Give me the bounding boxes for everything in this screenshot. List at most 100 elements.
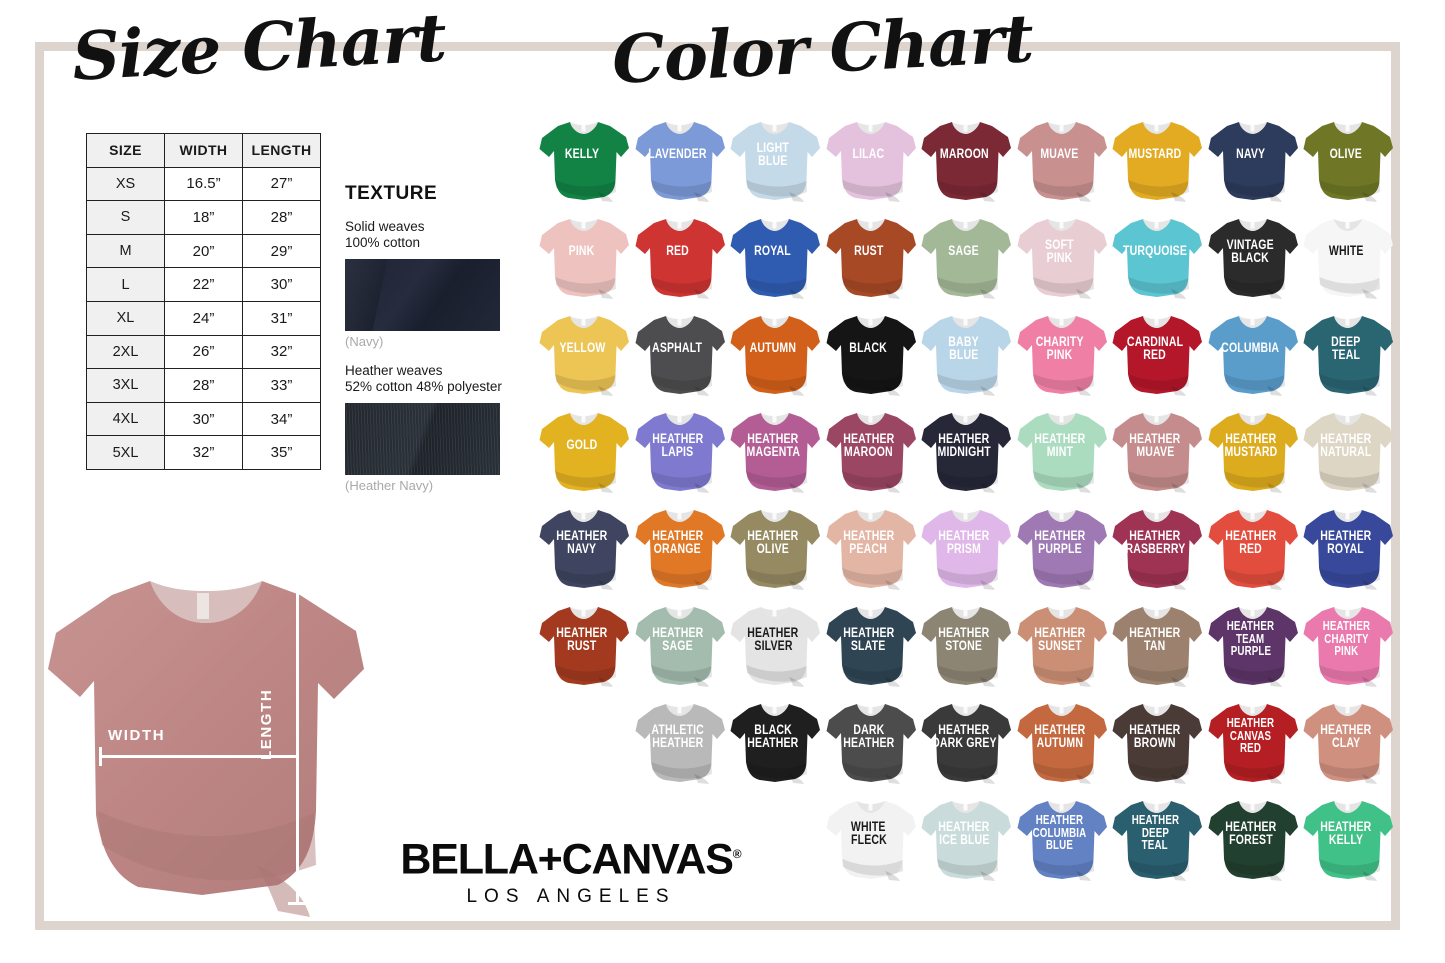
tshirt-icon	[729, 603, 821, 687]
color-swatch-cardinal-red[interactable]: CARDINAL RED	[1109, 306, 1205, 403]
color-swatch-heather-royal[interactable]: HEATHER ROYAL	[1300, 500, 1396, 597]
color-swatch-heather-kelly[interactable]: HEATHER KELLY	[1300, 791, 1396, 888]
color-swatch-heather-maroon[interactable]: HEATHER MAROON	[823, 403, 919, 500]
color-swatch-heather-slate[interactable]: HEATHER SLATE	[823, 597, 919, 694]
color-swatch-heather-orange[interactable]: HEATHER ORANGE	[632, 500, 728, 597]
color-swatch-olive[interactable]: OLIVE	[1300, 112, 1396, 209]
color-swatch-autumn[interactable]: AUTUMN	[727, 306, 823, 403]
length-tick-bottom	[288, 902, 307, 905]
color-swatch-heather-rasberry[interactable]: HEATHER RASBERRY	[1109, 500, 1205, 597]
color-swatch-muave[interactable]: MUAVE	[1014, 112, 1110, 209]
color-swatch-heather-deep-teal[interactable]: HEATHER DEEP TEAL	[1109, 791, 1205, 888]
color-swatch-baby-blue[interactable]: BABY BLUE	[918, 306, 1014, 403]
color-swatch-heather-purple[interactable]: HEATHER PURPLE	[1014, 500, 1110, 597]
tshirt-svg	[826, 801, 916, 881]
length-cell: 33”	[242, 368, 321, 403]
grid-spacer	[727, 791, 823, 888]
color-swatch-heather-silver[interactable]: HEATHER SILVER	[727, 597, 823, 694]
color-swatch-mustard[interactable]: MUSTARD	[1109, 112, 1205, 209]
color-swatch-lavender[interactable]: LAVENDER	[632, 112, 728, 209]
color-swatch-heather-red[interactable]: HEATHER RED	[1205, 500, 1301, 597]
color-swatch-heather-tan[interactable]: HEATHER TAN	[1109, 597, 1205, 694]
color-swatch-heather-olive[interactable]: HEATHER OLIVE	[727, 500, 823, 597]
color-swatch-heather-autumn[interactable]: HEATHER AUTUMN	[1014, 694, 1110, 791]
color-swatch-soft-pink[interactable]: SOFT PINK	[1014, 209, 1110, 306]
color-swatch-dark-heather[interactable]: DARK HEATHER	[823, 694, 919, 791]
color-swatch-heather-navy[interactable]: HEATHER NAVY	[536, 500, 632, 597]
tshirt-icon	[825, 312, 917, 396]
color-swatch-heather-brown[interactable]: HEATHER BROWN	[1109, 694, 1205, 791]
color-swatch-heather-clay[interactable]: HEATHER CLAY	[1300, 694, 1396, 791]
color-swatch-pink[interactable]: PINK	[536, 209, 632, 306]
color-swatch-athletic-heather[interactable]: ATHLETIC HEATHER	[632, 694, 728, 791]
color-swatch-royal[interactable]: ROYAL	[727, 209, 823, 306]
tshirt-svg	[921, 510, 1011, 590]
color-swatch-vintage-black[interactable]: VINTAGE BLACK	[1205, 209, 1301, 306]
tshirt-svg	[730, 316, 820, 396]
color-swatch-heather-stone[interactable]: HEATHER STONE	[918, 597, 1014, 694]
color-swatch-columbia[interactable]: COLUMBIA	[1205, 306, 1301, 403]
color-swatch-charity-pink[interactable]: CHARITY PINK	[1014, 306, 1110, 403]
color-swatch-deep-teal[interactable]: DEEP TEAL	[1300, 306, 1396, 403]
color-swatch-heather-forest[interactable]: HEATHER FOREST	[1205, 791, 1301, 888]
color-swatch-white[interactable]: WHITE	[1300, 209, 1396, 306]
length-cell: 30”	[242, 267, 321, 302]
color-swatch-white-fleck[interactable]: WHITE FLECK	[823, 791, 919, 888]
color-swatch-rust[interactable]: RUST	[823, 209, 919, 306]
tshirt-svg	[921, 413, 1011, 493]
color-swatch-heather-sage[interactable]: HEATHER SAGE	[632, 597, 728, 694]
color-row: ATHLETIC HEATHER BLACK HEATHER DARK HEATHER HE…	[536, 694, 1396, 791]
color-swatch-navy[interactable]: NAVY	[1205, 112, 1301, 209]
tshirt-svg	[826, 510, 916, 590]
table-row: 2XL 26” 32”	[86, 334, 321, 370]
color-swatch-heather-team-purple[interactable]: HEATHER TEAM PURPLE	[1205, 597, 1301, 694]
table-header-row: SIZE WIDTH LENGTH	[86, 133, 321, 168]
color-swatch-kelly[interactable]: KELLY	[536, 112, 632, 209]
color-swatch-heather-muave[interactable]: HEATHER MUAVE	[1109, 403, 1205, 500]
length-cell: 31”	[242, 300, 321, 336]
table-row: L 22” 30”	[86, 267, 321, 302]
color-swatch-heather-dark-grey[interactable]: HEATHER DARK GREY	[918, 694, 1014, 791]
color-swatch-heather-magenta[interactable]: HEATHER MAGENTA	[727, 403, 823, 500]
color-swatch-heather-canvas-red[interactable]: HEATHER CANVAS RED	[1205, 694, 1301, 791]
tshirt-icon	[1016, 215, 1108, 299]
color-swatch-heather-mustard[interactable]: HEATHER MUSTARD	[1205, 403, 1301, 500]
color-swatch-heather-columbia-blue[interactable]: HEATHER COLUMBIA BLUE	[1014, 791, 1110, 888]
color-swatch-heather-charity-pink[interactable]: HEATHER CHARITY PINK	[1300, 597, 1396, 694]
color-swatch-heather-peach[interactable]: HEATHER PEACH	[823, 500, 919, 597]
tshirt-svg	[1303, 607, 1393, 687]
color-swatch-light-blue[interactable]: LIGHT BLUE	[727, 112, 823, 209]
color-swatch-sage[interactable]: SAGE	[918, 209, 1014, 306]
color-swatch-heather-sunset[interactable]: HEATHER SUNSET	[1014, 597, 1110, 694]
color-swatch-heather-prism[interactable]: HEATHER PRISM	[918, 500, 1014, 597]
color-swatch-red[interactable]: RED	[632, 209, 728, 306]
width-tick-left	[99, 747, 102, 766]
color-swatch-lilac[interactable]: LILAC	[823, 112, 919, 209]
color-swatch-heather-rust[interactable]: HEATHER RUST	[536, 597, 632, 694]
color-swatch-heather-lapis[interactable]: HEATHER LAPIS	[632, 403, 728, 500]
tshirt-icon	[634, 409, 726, 493]
tshirt-svg	[826, 413, 916, 493]
color-swatch-black-heather[interactable]: BLACK HEATHER	[727, 694, 823, 791]
color-swatch-maroon[interactable]: MAROON	[918, 112, 1014, 209]
width-cell: 30”	[164, 401, 243, 437]
tshirt-svg	[1017, 704, 1107, 784]
heather-weave-line1: Heather weaves	[345, 363, 443, 378]
tshirt-svg	[635, 607, 725, 687]
color-swatch-heather-natural[interactable]: HEATHER NATURAL	[1300, 403, 1396, 500]
tshirt-svg	[826, 704, 916, 784]
tshirt-icon	[920, 506, 1012, 590]
color-swatch-asphalt[interactable]: ASPHALT	[632, 306, 728, 403]
color-swatch-gold[interactable]: GOLD	[536, 403, 632, 500]
tshirt-svg	[730, 413, 820, 493]
tshirt-svg	[921, 122, 1011, 202]
heather-weave-caption: (Heather Navy)	[345, 478, 434, 493]
color-swatch-heather-ice-blue[interactable]: HEATHER ICE BLUE	[918, 791, 1014, 888]
color-swatch-turquoise[interactable]: TURQUOISE	[1109, 209, 1205, 306]
color-swatch-heather-midnight[interactable]: HEATHER MIDNIGHT	[918, 403, 1014, 500]
color-swatch-yellow[interactable]: YELLOW	[536, 306, 632, 403]
color-swatch-heather-mint[interactable]: HEATHER MINT	[1014, 403, 1110, 500]
tshirt-svg	[1112, 219, 1202, 299]
texture-section: TEXTURE Solid weaves 100% cotton (Navy) …	[345, 183, 510, 493]
color-swatch-black[interactable]: BLACK	[823, 306, 919, 403]
